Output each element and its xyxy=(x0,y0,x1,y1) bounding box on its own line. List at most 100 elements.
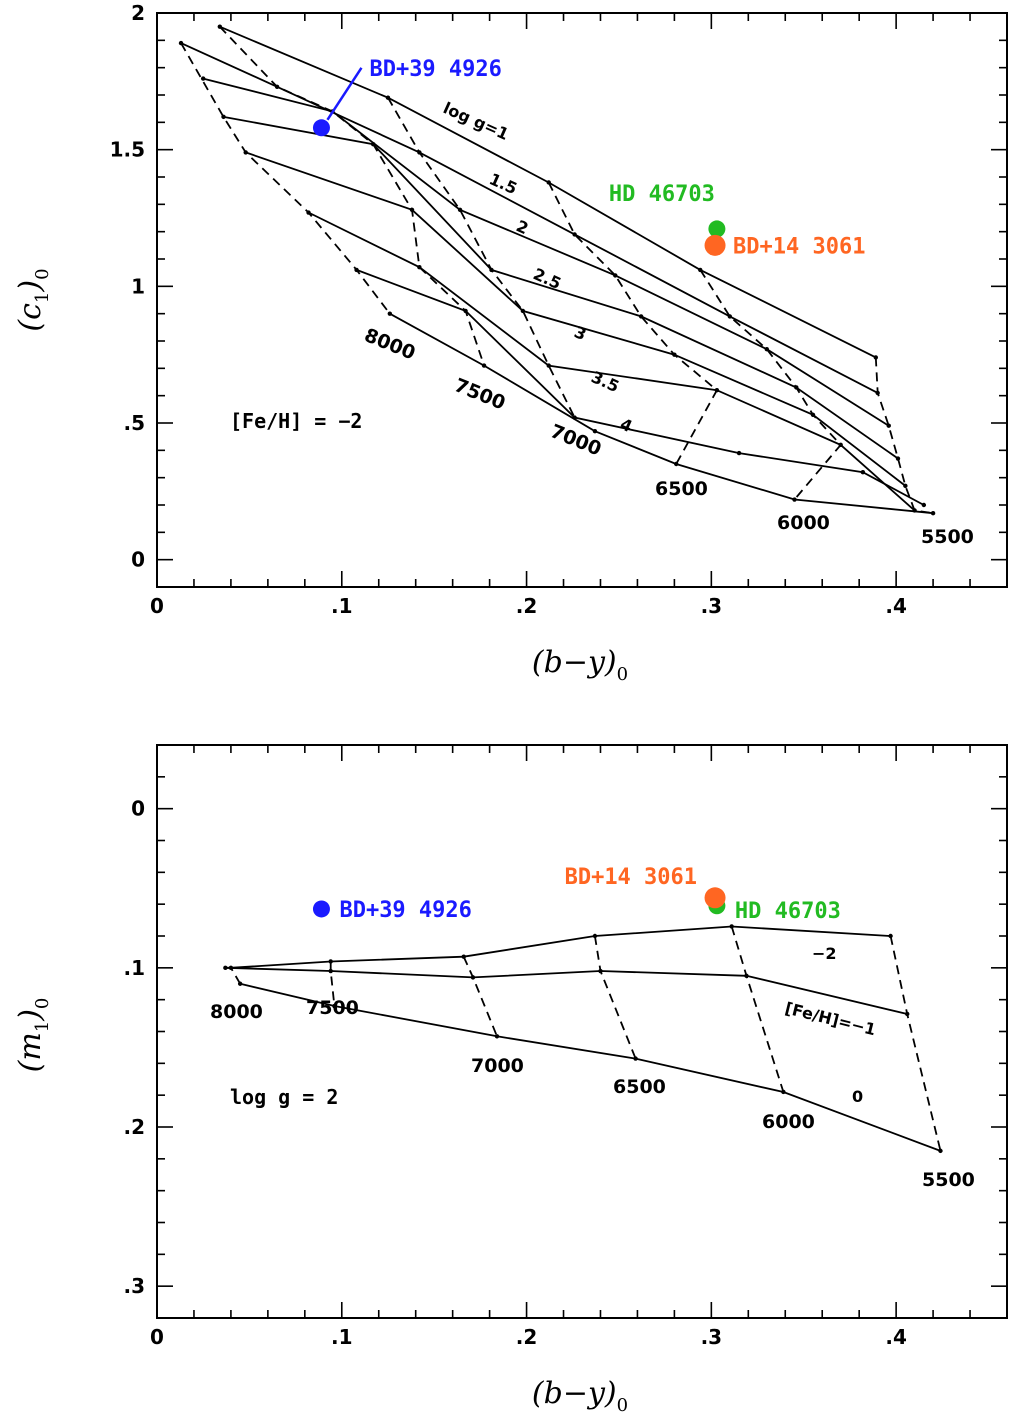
teff-label: 6000 xyxy=(762,1111,815,1133)
teff-label: 6000 xyxy=(777,512,830,534)
star-label: HD 46703 xyxy=(609,182,715,207)
teff-label: 7500 xyxy=(451,374,508,414)
x-axis-label: (b−y)0 xyxy=(532,1376,628,1413)
x-tick-label: .2 xyxy=(516,1325,538,1349)
star-label: BD+39 4926 xyxy=(369,57,501,82)
grid-line-label: 4 xyxy=(617,414,635,436)
y-tick-label: .5 xyxy=(123,411,145,435)
teff-line-dashed xyxy=(219,26,485,366)
grid-vertex xyxy=(546,363,551,368)
teff-line-dashed xyxy=(699,269,842,501)
x-tick-label: 0 xyxy=(150,1325,164,1349)
grid-vertex xyxy=(572,232,577,237)
grid-line-label: 1.5 xyxy=(486,169,520,198)
grid-vertex xyxy=(592,429,598,434)
x-axis-label-sub: 0 xyxy=(617,664,628,685)
y-axis-label-sub2: 0 xyxy=(32,268,53,279)
grid-vertex xyxy=(494,1034,500,1039)
grid-vertex xyxy=(921,502,927,508)
grid-vertex xyxy=(328,968,333,974)
x-tick-label: .4 xyxy=(885,1325,907,1349)
grid-vertex xyxy=(223,965,228,971)
teff-label: 5500 xyxy=(922,1169,975,1191)
teff-label: 5500 xyxy=(921,526,974,548)
grid-line-label: log g=1 xyxy=(440,98,511,144)
grid-vertex xyxy=(457,207,463,212)
grid-vertex xyxy=(613,273,618,278)
star-leader-line xyxy=(326,67,363,121)
teff-label: 7000 xyxy=(471,1055,524,1077)
x-tick-label: .4 xyxy=(885,594,907,618)
x-axis-label-main: (b−y) xyxy=(532,645,617,680)
grid-vertex xyxy=(930,511,936,516)
grid-line-solid xyxy=(202,77,890,427)
teff-line-dashed xyxy=(874,357,934,515)
x-axis-label: (b−y)0 xyxy=(532,645,628,685)
grid-vertex xyxy=(903,483,908,489)
star-marker xyxy=(312,119,330,137)
grid-vertex xyxy=(860,470,866,475)
teff-line-dashed xyxy=(329,961,336,1007)
y-axis-label: (c1)0 xyxy=(13,268,53,331)
x-axis-label-sub: 0 xyxy=(617,1395,628,1413)
star-marker xyxy=(708,220,726,238)
y-axis-label-main: (c xyxy=(13,303,48,332)
grid-line-label: 3.5 xyxy=(588,367,622,396)
x-tick-label: 0 xyxy=(150,594,164,618)
grid-vertex xyxy=(200,76,206,81)
x-tick-label: .1 xyxy=(331,1325,353,1349)
teff-label: 8000 xyxy=(361,324,418,364)
teff-line-dashed xyxy=(462,956,498,1037)
star-marker xyxy=(704,887,726,909)
teff-label: 6500 xyxy=(655,478,708,500)
grid-line-solid xyxy=(389,312,934,515)
teff-label: 6500 xyxy=(613,1076,666,1098)
grid-vertex xyxy=(387,311,393,316)
teff-label: 8000 xyxy=(210,1001,263,1023)
y-tick-label: 0 xyxy=(131,548,145,572)
grid-line-solid xyxy=(356,269,925,506)
teff-label: 7000 xyxy=(547,420,604,460)
y-axis-label-main: (m xyxy=(13,1032,48,1072)
teff-line-dashed xyxy=(547,182,719,465)
grid-line-label: −2 xyxy=(812,944,837,963)
teff-line-dashed xyxy=(225,966,241,985)
x-tick-label: .3 xyxy=(701,1325,723,1349)
grid-vertex xyxy=(938,1148,943,1154)
x-tick-label: .1 xyxy=(331,594,353,618)
y-axis-label-sub1: 1 xyxy=(32,1021,53,1032)
star-label: BD+14 3061 xyxy=(733,234,865,259)
x-tick-label: .2 xyxy=(516,594,538,618)
plot-frame xyxy=(156,744,1008,1319)
grid-line-solid xyxy=(180,42,879,394)
grid-line-solid xyxy=(225,966,908,1015)
y-tick-label: 0 xyxy=(131,797,145,821)
panel-c1-vs-by: 0.1.2.3.40.511.52(b−y)0(c1)0[Fe/H] = −2l… xyxy=(13,1,1008,685)
teff-line-dashed xyxy=(594,935,637,1059)
star-label: BD+14 3061 xyxy=(565,865,697,890)
grid-line-solid xyxy=(219,25,877,359)
y-tick-label: 1 xyxy=(131,274,145,298)
y-tick-label: .2 xyxy=(123,1115,145,1139)
y-tick-label: 1.5 xyxy=(110,138,145,162)
y-axis-label-close: ) xyxy=(13,1009,48,1022)
grid-line-solid xyxy=(230,925,891,969)
x-tick-label: .3 xyxy=(701,594,723,618)
grid-line-label: 0 xyxy=(852,1087,863,1106)
star-marker xyxy=(312,900,330,918)
y-tick-label: .3 xyxy=(123,1274,145,1298)
panel-annotation: [Fe/H] = −2 xyxy=(230,409,362,433)
grid-vertex xyxy=(328,959,333,964)
star-marker xyxy=(704,234,726,256)
star-label: HD 46703 xyxy=(735,899,841,924)
grid-line-label: 2 xyxy=(513,216,531,238)
teff-line-dashed xyxy=(889,935,942,1152)
grid-line-label: [Fe/H]=−1 xyxy=(783,998,878,1039)
teff-line-dashed xyxy=(730,926,785,1093)
y-axis-label: (m1)0 xyxy=(13,998,53,1073)
x-axis-label-main: (b−y) xyxy=(532,1376,617,1411)
grid-line-solid xyxy=(223,116,899,460)
plot-frame xyxy=(156,12,1008,588)
